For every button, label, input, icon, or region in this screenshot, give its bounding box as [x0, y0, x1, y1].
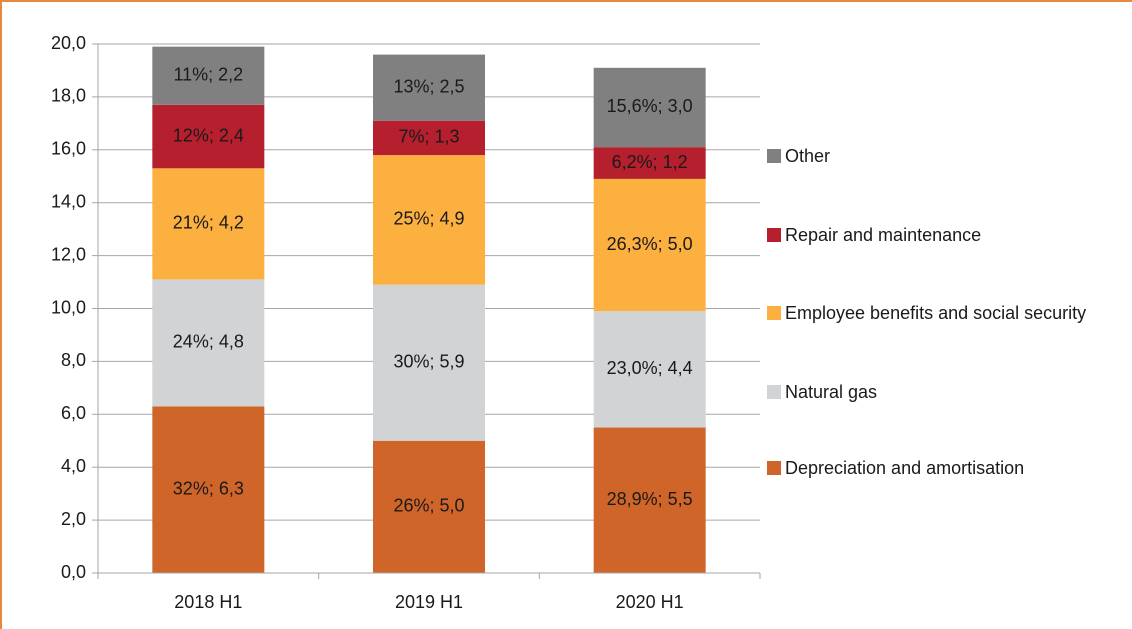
legend-swatch: [767, 385, 781, 399]
value-label: 32%; 6,3: [173, 478, 244, 498]
bar-segment: [152, 279, 265, 407]
value-label: 12%; 2,4: [173, 125, 244, 145]
bar-segment: [152, 168, 265, 280]
y-tick-label: 2,0: [61, 509, 86, 529]
value-label: 26%; 5,0: [393, 496, 464, 516]
bar-segment: [373, 120, 485, 156]
y-tick-label: 6,0: [61, 403, 86, 423]
bar-segment: [373, 155, 485, 285]
y-tick-label: 8,0: [61, 350, 86, 370]
y-tick-label: 12,0: [51, 244, 86, 264]
value-label: 7%; 1,3: [398, 127, 459, 147]
y-tick-label: 4,0: [61, 456, 86, 476]
legend-item: Natural gas: [767, 377, 1097, 407]
value-label: 13%; 2,5: [393, 76, 464, 96]
bar-segment: [152, 406, 265, 573]
value-label: 25%; 4,9: [393, 209, 464, 229]
legend-label: Employee benefits and social security: [785, 303, 1087, 323]
value-label: 23,0%; 4,4: [607, 358, 693, 378]
bar-segment: [593, 67, 706, 148]
legend-label: Repair and maintenance: [785, 225, 982, 245]
bar-segment: [152, 104, 265, 169]
legend-item: Repair and maintenance: [767, 220, 1097, 250]
value-label: 21%; 4,2: [173, 213, 244, 233]
bar-segment: [373, 54, 485, 121]
bar-segment: [373, 440, 485, 573]
value-label: 26,3%; 5,0: [607, 234, 693, 254]
legend-label: Other: [785, 146, 831, 166]
y-tick-label: 14,0: [51, 191, 86, 211]
x-tick-label: 2019 H1: [395, 592, 463, 612]
value-label: 11%; 2,2: [173, 64, 243, 84]
y-tick-label: 0,0: [61, 562, 86, 582]
bar-segment: [152, 46, 265, 105]
bar-segment: [373, 284, 485, 441]
value-label: 28,9%; 5,5: [607, 489, 693, 509]
bar-segment: [593, 147, 706, 179]
bar-segment: [593, 427, 706, 573]
y-tick-label: 20,0: [51, 33, 86, 53]
value-label: 15,6%; 3,0: [607, 96, 693, 116]
legend-swatch: [767, 149, 781, 163]
bar-segment: [593, 178, 706, 312]
bar-segment: [593, 311, 706, 428]
value-label: 24%; 4,8: [173, 332, 244, 352]
legend-label: Depreciation and amortisation: [785, 458, 1025, 478]
legend-swatch: [767, 461, 781, 475]
y-tick-label: 18,0: [51, 86, 86, 106]
value-label: 30%; 5,9: [393, 351, 464, 371]
legend-item: Depreciation and amortisation: [767, 453, 1097, 483]
x-tick-label: 2020 H1: [616, 592, 684, 612]
legend-item: Employee benefits and social security: [767, 298, 1097, 328]
legend-item: Other: [767, 141, 1097, 171]
y-tick-label: 16,0: [51, 139, 86, 159]
legend-label: Natural gas: [785, 382, 878, 402]
legend-swatch: [767, 306, 781, 320]
y-tick-label: 10,0: [51, 297, 86, 317]
legend-swatch: [767, 228, 781, 242]
x-tick-label: 2018 H1: [174, 592, 242, 612]
value-label: 6,2%; 1,2: [612, 152, 688, 172]
